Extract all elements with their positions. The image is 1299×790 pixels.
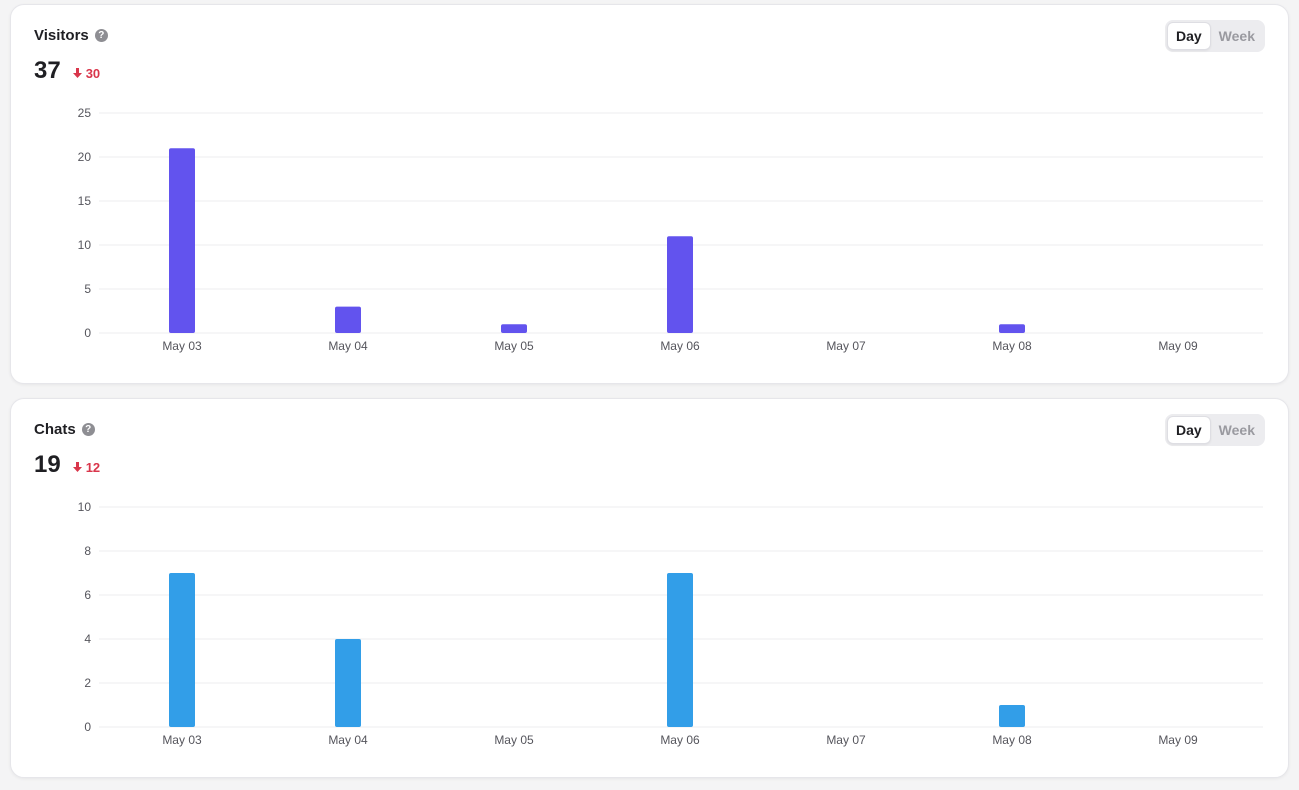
y-tick-label: 25 xyxy=(78,106,92,120)
visitors-title-row: Visitors ? xyxy=(34,27,108,44)
x-tick-label: May 07 xyxy=(826,733,866,747)
y-tick-label: 8 xyxy=(84,544,91,558)
bar[interactable] xyxy=(667,573,693,727)
bar[interactable] xyxy=(999,705,1025,727)
y-tick-label: 15 xyxy=(78,194,92,208)
bar[interactable] xyxy=(335,306,361,333)
x-tick-label: May 05 xyxy=(494,733,534,747)
x-tick-label: May 08 xyxy=(992,339,1032,353)
question-circle-icon[interactable]: ? xyxy=(81,423,95,436)
visitors-card: 0 5 10 15 20 25 May 03 May 04 May 05 May 06 May 07… xyxy=(10,4,1289,384)
y-tick-label: 6 xyxy=(84,588,91,602)
chats-delta: 12 xyxy=(72,459,101,475)
x-tick-label: May 06 xyxy=(660,733,700,747)
arrow-down-icon xyxy=(72,68,82,78)
x-tick-label: May 03 xyxy=(162,339,202,353)
bar[interactable] xyxy=(501,324,527,333)
chats-title-row: Chats ? xyxy=(34,421,95,438)
x-tick-label: May 07 xyxy=(826,339,866,353)
visitors-total: 37 xyxy=(34,57,61,84)
visitors-metric: 37 30 xyxy=(34,57,100,85)
y-tick-label: 0 xyxy=(84,326,91,340)
chats-card: 0 2 4 6 8 10 May 03 May 04 May 05 May 06 May 07 May… xyxy=(10,398,1289,778)
bar[interactable] xyxy=(169,573,195,727)
day-toggle-button[interactable]: Day xyxy=(1166,416,1211,444)
visitors-bar-chart: 0 5 10 15 20 25 May 03 May 04 May 05 May 06 May 07… xyxy=(78,106,1263,353)
bar[interactable] xyxy=(999,324,1025,333)
y-tick-label: 10 xyxy=(78,238,92,252)
y-tick-label: 20 xyxy=(78,150,92,164)
bar[interactable] xyxy=(169,148,195,333)
arrow-down-icon xyxy=(72,462,82,472)
visitors-title: Visitors xyxy=(34,27,89,44)
visitors-delta: 30 xyxy=(72,65,101,81)
x-tick-label: May 09 xyxy=(1158,339,1198,353)
week-toggle-button[interactable]: Week xyxy=(1211,22,1263,50)
bar[interactable] xyxy=(667,236,693,333)
x-tick-label: May 03 xyxy=(162,733,202,747)
x-tick-label: May 04 xyxy=(328,339,368,353)
x-tick-label: May 09 xyxy=(1158,733,1198,747)
y-tick-label: 2 xyxy=(84,676,91,690)
x-tick-label: May 08 xyxy=(992,733,1032,747)
chats-range-toggle: Day Week xyxy=(1164,414,1265,446)
x-tick-label: May 04 xyxy=(328,733,368,747)
day-toggle-button[interactable]: Day xyxy=(1166,22,1211,50)
chats-title: Chats xyxy=(34,421,76,438)
x-tick-label: May 06 xyxy=(660,339,700,353)
chats-delta-value: 12 xyxy=(85,459,101,475)
bar[interactable] xyxy=(335,639,361,727)
question-circle-icon[interactable]: ? xyxy=(94,29,108,42)
x-tick-label: May 05 xyxy=(494,339,534,353)
y-tick-label: 0 xyxy=(84,720,91,734)
chats-bar-chart: 0 2 4 6 8 10 May 03 May 04 May 05 May 06 May 07 May… xyxy=(78,500,1263,747)
y-tick-label: 10 xyxy=(78,500,92,514)
week-toggle-button[interactable]: Week xyxy=(1211,416,1263,444)
visitors-delta-value: 30 xyxy=(85,65,101,81)
chats-metric: 19 12 xyxy=(34,451,100,479)
chats-total: 19 xyxy=(34,451,61,478)
y-tick-label: 5 xyxy=(84,282,91,296)
y-tick-label: 4 xyxy=(84,632,91,646)
visitors-range-toggle: Day Week xyxy=(1164,20,1265,52)
